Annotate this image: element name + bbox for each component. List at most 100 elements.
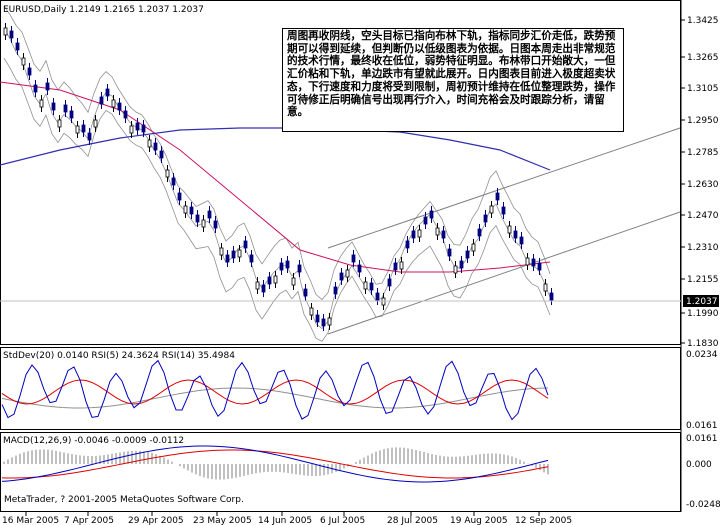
candle-body[interactable] [207,210,212,219]
candle-body[interactable] [87,132,92,141]
candle-body[interactable] [363,281,368,290]
candle-body[interactable] [3,27,8,36]
candle-body[interactable] [39,99,44,108]
candle-body[interactable] [81,124,86,133]
candle-body[interactable] [477,228,482,237]
candle-body[interactable] [465,250,470,259]
candle-body[interactable] [213,220,218,229]
candle-body[interactable] [99,96,104,105]
candle-body[interactable] [165,169,170,178]
candle-body[interactable] [471,243,476,252]
candle-body[interactable] [75,125,80,134]
candle-body[interactable] [153,142,158,151]
candle-body[interactable] [147,139,152,148]
candle-body[interactable] [237,249,242,258]
candle-body[interactable] [15,42,20,51]
candle-body[interactable] [291,277,296,286]
price-tick-label: 1.3425 [687,16,719,26]
candle-body[interactable] [303,288,308,297]
time-tick-label: 16 Mar 2005 [2,516,59,525]
candle-body[interactable] [351,254,356,263]
candle-body[interactable] [447,248,452,257]
candle-body[interactable] [261,284,266,293]
candle-body[interactable] [273,275,278,284]
price-tick-label: 1.2470 [687,211,719,221]
candle-body[interactable] [135,122,140,131]
candle-body[interactable] [9,30,14,39]
candle-body[interactable] [123,110,128,119]
candle-body[interactable] [339,272,344,281]
candle-body[interactable] [309,307,314,316]
candle-body[interactable] [249,254,254,263]
candle-body[interactable] [315,314,320,323]
candle-body[interactable] [69,110,74,119]
candle-body[interactable] [51,102,56,111]
candle-body[interactable] [255,281,260,290]
candle-body[interactable] [543,283,548,292]
candle-body[interactable] [405,240,410,249]
candle-body[interactable] [321,318,326,327]
candle-body[interactable] [531,258,536,267]
candle-body[interactable] [243,240,248,249]
candle-body[interactable] [411,230,416,239]
candle-body[interactable] [507,225,512,234]
candle-body[interactable] [231,250,236,259]
candle-body[interactable] [369,282,374,291]
candle-body[interactable] [537,262,542,271]
candle-body[interactable] [423,216,428,225]
candle-body[interactable] [387,278,392,287]
candle-body[interactable] [93,119,98,128]
candle-body[interactable] [201,219,206,228]
candle-body[interactable] [159,150,164,159]
candle-body[interactable] [375,292,380,301]
candle-body[interactable] [171,177,176,186]
candle-body[interactable] [225,254,230,263]
stddev-panel-frame [0,347,681,430]
candle-body[interactable] [189,206,194,215]
candle-body[interactable] [435,227,440,236]
candle-body[interactable] [441,230,446,239]
candle-body[interactable] [33,84,38,93]
candle-body[interactable] [525,257,530,266]
candle-body[interactable] [489,205,494,214]
candle-body[interactable] [21,57,26,66]
candle-body[interactable] [327,317,332,326]
candle-body[interactable] [453,265,458,274]
candle-body[interactable] [141,124,146,133]
candle-body[interactable] [195,214,200,223]
candle-body[interactable] [333,286,338,295]
candle-body[interactable] [429,210,434,219]
candle-body[interactable] [117,102,122,111]
candle-body[interactable] [267,276,272,285]
candle-body[interactable] [483,214,488,223]
candle-body[interactable] [513,230,518,239]
candle-body[interactable] [177,192,182,201]
macd-main-line [1,445,549,483]
candle-body[interactable] [399,261,404,270]
candle-body[interactable] [519,236,524,245]
candle-body[interactable] [357,264,362,273]
channel-upper-line [327,127,681,249]
candle-body[interactable] [219,247,224,256]
candle-body[interactable] [345,269,350,278]
candlesticks[interactable] [3,23,554,331]
price-tick-label: 1.2950 [687,116,719,126]
candle-body[interactable] [285,260,290,269]
candle-body[interactable] [27,67,32,76]
candle-body[interactable] [45,82,50,91]
candle-body[interactable] [495,192,500,201]
candle-body[interactable] [393,262,398,271]
candle-body[interactable] [297,264,302,273]
candle-body[interactable] [105,88,110,97]
candle-body[interactable] [183,205,188,214]
candle-body[interactable] [549,292,554,301]
candle-body[interactable] [111,99,116,108]
candle-body[interactable] [129,125,134,134]
candle-body[interactable] [279,262,284,271]
candle-body[interactable] [459,260,464,269]
current-price-label: 1.2037 [686,297,718,307]
candle-body[interactable] [501,206,506,215]
candle-body[interactable] [63,104,68,113]
candle-body[interactable] [57,119,62,128]
candle-body[interactable] [417,229,422,238]
